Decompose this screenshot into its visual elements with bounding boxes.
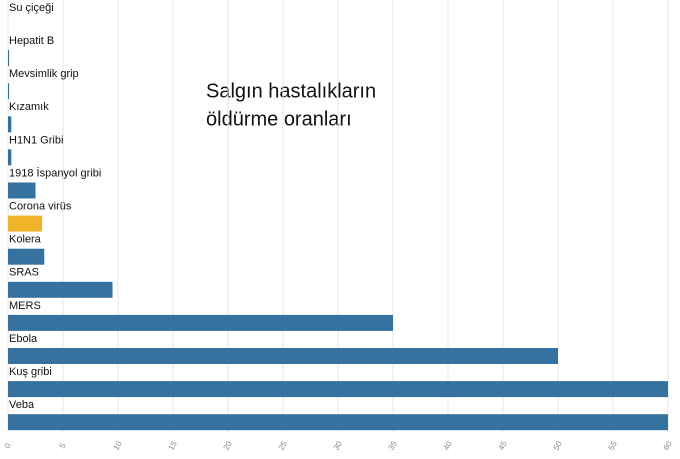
bar [8, 83, 10, 100]
category-label: Corona virüs [9, 201, 72, 213]
x-tick-label: 60 [662, 439, 675, 452]
x-tick-label: 5 [58, 441, 68, 450]
bar [8, 50, 10, 67]
bar [8, 281, 113, 298]
x-tick-label: 15 [167, 439, 180, 452]
x-tick-label: 40 [442, 439, 455, 452]
x-tick-label: 45 [497, 439, 510, 452]
x-tick-label: 20 [222, 439, 235, 452]
bar [8, 149, 12, 166]
x-tick-label: 0 [3, 441, 13, 450]
category-label: Hepatit B [9, 35, 54, 47]
x-tick-label: 10 [112, 439, 125, 452]
category-label: 1918 İspanyol gribi [9, 166, 101, 179]
bar [8, 182, 36, 199]
bar [8, 215, 43, 232]
category-label: Veba [9, 399, 35, 411]
category-label: Su çiçeği [9, 2, 54, 14]
category-label: MERS [9, 300, 41, 312]
bar [8, 414, 668, 431]
category-label: Ebola [9, 333, 38, 345]
bar [8, 381, 668, 398]
category-label: Kızamık [9, 101, 49, 113]
chart-title: öldürme oranları [206, 108, 352, 130]
category-label: Kolera [9, 234, 42, 246]
category-label: SRAS [9, 267, 39, 279]
bar [8, 116, 12, 133]
bar [8, 248, 45, 265]
category-label: H1N1 Gribi [9, 134, 63, 146]
x-tick-label: 50 [552, 439, 565, 452]
bar [8, 314, 393, 331]
x-tick-label: 55 [607, 439, 620, 452]
category-label: Kuş gribi [9, 366, 52, 378]
x-tick-label: 25 [277, 439, 290, 452]
chart-title: Salgın hastalıkların [206, 80, 376, 102]
x-tick-label: 35 [387, 439, 400, 452]
bar [8, 348, 558, 364]
x-tick-label: 30 [332, 439, 345, 452]
category-label: Mevsimlik grip [9, 68, 79, 80]
